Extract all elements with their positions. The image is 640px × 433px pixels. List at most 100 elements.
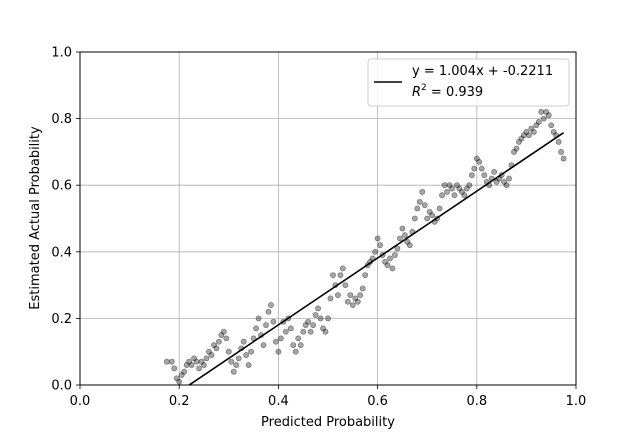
scatter-point <box>545 112 552 119</box>
scatter-point <box>268 302 274 308</box>
scatter-point <box>429 212 436 219</box>
scatter-point <box>416 198 423 205</box>
scatter-point <box>476 158 483 165</box>
scatter-point <box>548 122 555 129</box>
scatter-point <box>555 139 562 145</box>
x-axis-label: Predicted Probability <box>261 415 395 430</box>
scatter-point <box>481 172 488 179</box>
scatter-point <box>188 362 195 368</box>
scatter-point <box>213 345 220 352</box>
fit-line <box>188 131 565 386</box>
x-tick-label: 0.8 <box>466 394 487 409</box>
x-tick-label: 0.6 <box>367 394 388 409</box>
scatter-point <box>424 215 431 222</box>
scatter-point <box>181 368 188 375</box>
scatter-point <box>377 242 383 249</box>
scatter-point <box>168 358 175 365</box>
scatter-point <box>235 355 242 362</box>
scatter-point <box>362 272 369 279</box>
scatter-point <box>406 242 413 249</box>
scatter-point <box>290 342 297 348</box>
scatter-point <box>335 292 341 298</box>
plot-frame <box>79 51 577 386</box>
scatter-point <box>449 185 455 192</box>
scatter-point <box>215 338 222 345</box>
scatter-point <box>354 298 361 305</box>
scatter-point <box>325 315 331 322</box>
scatter-point <box>357 292 364 298</box>
scatter-point <box>349 302 356 308</box>
legend: y = 1.004x + -0.2211 R2 = 0.939 <box>367 58 570 107</box>
legend-r2-value: = 0.939 <box>427 85 483 100</box>
scatter-point <box>466 182 473 189</box>
scatter-point <box>223 335 230 342</box>
y-tick-label: 0.2 <box>51 312 72 327</box>
y-tick-label: 0.0 <box>51 379 72 394</box>
scatter-point <box>342 282 349 288</box>
scatter-point <box>530 129 537 135</box>
scatter-point <box>372 248 379 255</box>
y-tick-label: 0.6 <box>51 179 72 194</box>
y-tick-label: 0.8 <box>51 112 72 127</box>
scatter-point <box>330 272 336 279</box>
scatter-point <box>560 155 567 162</box>
scatter-point <box>208 352 215 358</box>
scatter-point <box>468 172 475 179</box>
x-tick-label: 0.0 <box>70 394 91 409</box>
x-tick-label: 1.0 <box>566 394 587 409</box>
scatter-point <box>287 325 294 332</box>
scatter-point <box>359 285 366 292</box>
scatter-point <box>248 348 255 355</box>
scatter-point <box>245 362 252 368</box>
scatter-point <box>310 322 317 328</box>
scatter-point <box>260 342 267 348</box>
scatter-point <box>491 168 498 175</box>
scatter-point <box>193 358 200 365</box>
scatter-point <box>201 362 207 368</box>
scatter-point <box>253 325 259 332</box>
grid-lines <box>79 51 577 386</box>
scatter-point <box>397 235 403 242</box>
scatter-point <box>277 335 284 342</box>
legend-equation: y = 1.004x + -0.2211 <box>412 64 553 79</box>
y-axis-label: Estimated Actual Probability <box>28 126 43 310</box>
scatter-point <box>300 328 307 335</box>
scatter-point <box>384 262 391 269</box>
legend-box <box>367 58 570 107</box>
scatter-point <box>414 205 421 212</box>
scatter-point <box>411 215 418 222</box>
scatter-point <box>240 338 247 345</box>
scatter-point <box>270 318 277 325</box>
scatter-point <box>255 315 262 322</box>
scatter-point <box>203 355 210 362</box>
scatter-point <box>176 378 183 385</box>
scatter-point <box>441 182 448 189</box>
scatter-point <box>315 305 321 312</box>
scatter-point <box>506 175 512 182</box>
scatter-point <box>444 188 450 195</box>
scatter-point <box>171 365 178 372</box>
legend-r2: R2 = 0.939 <box>412 83 483 100</box>
x-tick-label: 0.2 <box>169 394 190 409</box>
scatter-point <box>451 192 458 199</box>
legend-r2-superscript: 2 <box>421 83 427 93</box>
scatter-point <box>233 362 240 368</box>
scatter-point <box>399 225 406 232</box>
scatter-point <box>421 202 428 209</box>
y-axis-ticks: 0.0 0.2 0.4 0.6 0.8 1.0 <box>51 46 80 394</box>
scatter-point <box>327 295 334 302</box>
scatter-point <box>471 165 478 172</box>
scatter-point <box>292 348 299 355</box>
scatter-point <box>297 342 304 348</box>
x-tick-label: 0.4 <box>268 394 289 409</box>
scatter-point <box>339 265 346 272</box>
scatter-point <box>225 348 232 355</box>
scatter-point <box>503 182 510 189</box>
scatter-point <box>419 188 426 195</box>
scatter-point <box>275 348 282 355</box>
scatter-point <box>337 272 344 279</box>
scatter-point <box>389 265 396 272</box>
scatter-point <box>540 115 547 122</box>
scatter-point <box>295 335 302 342</box>
